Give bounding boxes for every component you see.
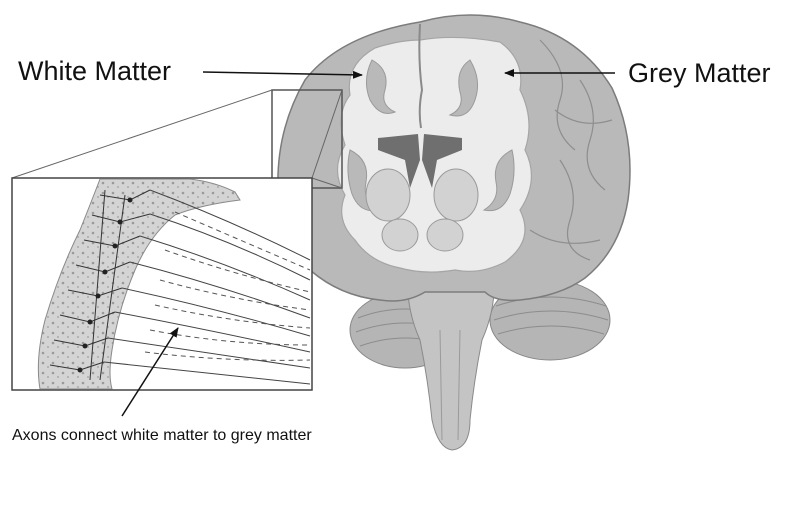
lateral-ventricles xyxy=(378,134,420,188)
brain-illustration xyxy=(277,14,631,451)
axon-fibers xyxy=(103,189,311,385)
white-matter-arrow xyxy=(202,70,363,79)
grey-matter-band xyxy=(37,178,241,390)
brainstem xyxy=(407,254,495,451)
grey-matter-label: Grey Matter xyxy=(628,58,771,88)
zoom-inset xyxy=(11,89,343,391)
axons-caption: Axons connect white matter to grey matte… xyxy=(12,427,312,444)
axons-arrow xyxy=(121,327,179,417)
annotations: White Matter Grey Matter Axons connect w… xyxy=(12,56,771,444)
white-matter-label: White Matter xyxy=(18,56,171,86)
